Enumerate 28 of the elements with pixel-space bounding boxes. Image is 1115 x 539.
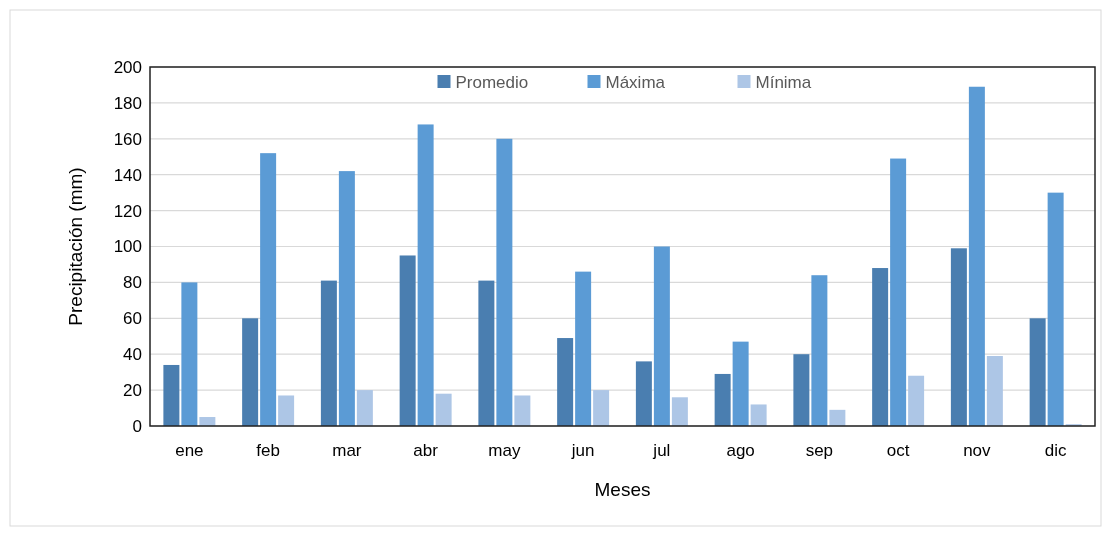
x-tick-label: ago bbox=[726, 441, 755, 460]
x-tick-label: feb bbox=[256, 441, 280, 460]
y-tick-label: 40 bbox=[123, 345, 142, 365]
legend-label: Promedio bbox=[455, 73, 529, 92]
y-tick-label: 180 bbox=[113, 93, 142, 113]
legend-label: Máxima bbox=[605, 73, 666, 92]
y-tick-label: 140 bbox=[113, 165, 142, 185]
legend-label: Mínima bbox=[755, 73, 812, 92]
x-tick-label: sep bbox=[805, 441, 834, 460]
x-tick-label: oct bbox=[886, 441, 910, 460]
y-tick-label: 60 bbox=[123, 309, 142, 329]
x-tick-label: jun bbox=[570, 441, 595, 460]
x-tick-label: mar bbox=[332, 441, 362, 460]
y-tick-label: 120 bbox=[113, 201, 142, 221]
x-tick-label: nov bbox=[963, 441, 992, 460]
x-tick-label: ene bbox=[175, 441, 204, 460]
x-tick-label: jul bbox=[652, 441, 671, 460]
y-tick-label: 160 bbox=[113, 129, 142, 149]
y-axis-title: Precipitación (mm) bbox=[65, 167, 86, 326]
x-axis-title: Meses bbox=[594, 479, 651, 500]
y-tick-label: 0 bbox=[132, 416, 142, 436]
x-tick-label: dic bbox=[1044, 441, 1067, 460]
y-tick-label: 100 bbox=[113, 237, 142, 257]
x-tick-label: abr bbox=[413, 441, 439, 460]
y-tick-label: 80 bbox=[123, 273, 142, 293]
y-tick-label: 200 bbox=[113, 57, 142, 77]
y-tick-label: 20 bbox=[123, 381, 142, 401]
x-tick-label: may bbox=[488, 441, 521, 460]
